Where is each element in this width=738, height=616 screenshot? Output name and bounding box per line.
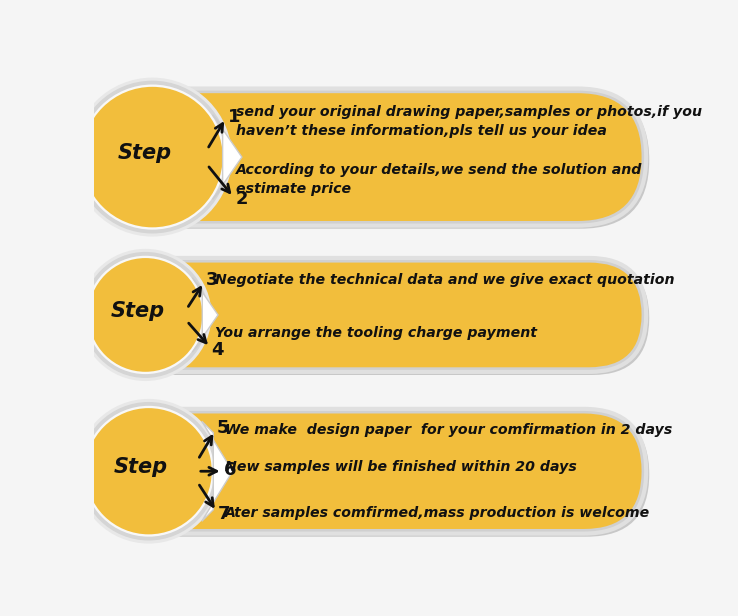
FancyBboxPatch shape bbox=[111, 89, 646, 225]
Circle shape bbox=[76, 399, 221, 543]
Circle shape bbox=[79, 249, 212, 381]
Circle shape bbox=[86, 256, 204, 374]
Circle shape bbox=[89, 258, 202, 372]
Text: According to your details,we send the solution and
estimate price: According to your details,we send the so… bbox=[235, 163, 642, 196]
FancyBboxPatch shape bbox=[114, 261, 649, 375]
Circle shape bbox=[80, 402, 218, 540]
Text: Ater samples comfirmed,mass production is welcome: Ater samples comfirmed,mass production i… bbox=[225, 506, 650, 520]
Text: 4: 4 bbox=[212, 341, 224, 359]
FancyBboxPatch shape bbox=[116, 262, 641, 367]
Text: 3: 3 bbox=[205, 270, 218, 288]
Text: send your original drawing paper,samples or photos,if you
haven’t these informat: send your original drawing paper,samples… bbox=[235, 105, 702, 139]
Circle shape bbox=[76, 81, 229, 233]
Circle shape bbox=[73, 78, 232, 237]
Polygon shape bbox=[193, 278, 218, 352]
FancyBboxPatch shape bbox=[111, 258, 646, 372]
Polygon shape bbox=[213, 115, 242, 200]
Text: Step: Step bbox=[117, 144, 172, 163]
Text: Step: Step bbox=[111, 301, 165, 321]
FancyBboxPatch shape bbox=[114, 412, 649, 537]
Circle shape bbox=[86, 408, 212, 534]
Text: 5: 5 bbox=[216, 419, 229, 437]
FancyBboxPatch shape bbox=[116, 93, 641, 221]
Text: We make  design paper  for your comfirmation in 2 days: We make design paper for your comfirmati… bbox=[225, 423, 672, 437]
Circle shape bbox=[80, 84, 225, 230]
Text: 1: 1 bbox=[228, 108, 241, 126]
Text: 7: 7 bbox=[218, 505, 230, 524]
FancyBboxPatch shape bbox=[111, 409, 646, 533]
FancyBboxPatch shape bbox=[114, 92, 649, 229]
Text: 6: 6 bbox=[224, 461, 237, 479]
Circle shape bbox=[83, 252, 208, 378]
FancyBboxPatch shape bbox=[116, 413, 641, 529]
Circle shape bbox=[83, 406, 214, 537]
Circle shape bbox=[82, 87, 223, 227]
Text: 2: 2 bbox=[235, 190, 248, 208]
Polygon shape bbox=[201, 421, 232, 521]
Text: New samples will be finished within 20 days: New samples will be finished within 20 d… bbox=[225, 460, 576, 474]
Text: Negotiate the technical data and we give exact quotation: Negotiate the technical data and we give… bbox=[215, 274, 675, 287]
Text: Step: Step bbox=[114, 458, 168, 477]
Text: You arrange the tooling charge payment: You arrange the tooling charge payment bbox=[215, 326, 537, 339]
